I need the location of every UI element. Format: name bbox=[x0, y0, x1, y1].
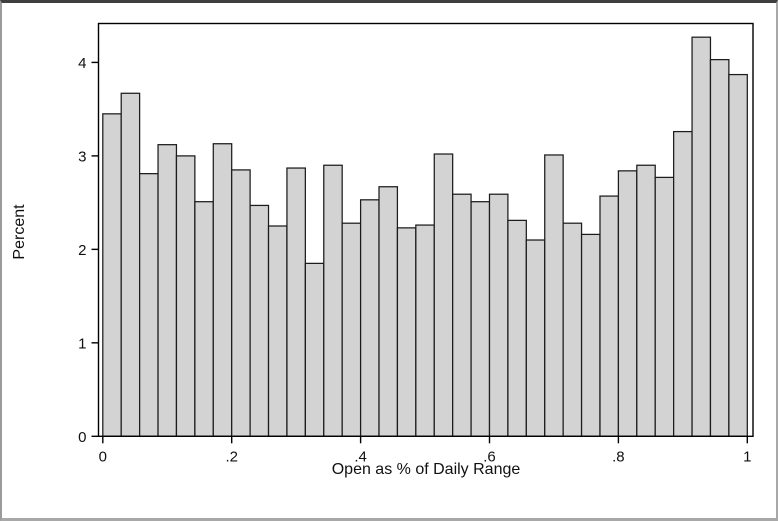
histogram-bar bbox=[433, 153, 454, 437]
x-axis-label: Open as % of Daily Range bbox=[331, 461, 521, 478]
histogram-bar bbox=[175, 155, 196, 437]
histogram-bar bbox=[525, 239, 546, 437]
y-tick-label: 2 bbox=[78, 242, 86, 259]
histogram-bar bbox=[359, 199, 380, 437]
histogram-bar bbox=[691, 36, 712, 437]
histogram-bar bbox=[415, 224, 435, 437]
histogram-bar bbox=[580, 233, 601, 437]
y-tick-label: 0 bbox=[78, 429, 86, 446]
histogram-bar bbox=[636, 164, 656, 437]
histogram-bar bbox=[562, 222, 583, 437]
x-tick-label: .6 bbox=[483, 448, 496, 465]
histogram-bar bbox=[286, 167, 306, 437]
histogram-bar bbox=[396, 227, 417, 437]
histogram-bar bbox=[617, 170, 638, 437]
y-tick-label: 1 bbox=[78, 335, 86, 352]
histogram-bar bbox=[157, 144, 178, 437]
histogram-bar bbox=[378, 186, 399, 437]
histogram-bar bbox=[212, 143, 233, 437]
histogram-bar bbox=[102, 113, 122, 437]
histogram-bar bbox=[323, 164, 343, 437]
y-axis-label: Percent bbox=[11, 204, 28, 260]
x-tick-label: .2 bbox=[225, 448, 238, 465]
histogram-bar bbox=[507, 219, 527, 437]
histogram-canvas: 0 1 2 3 4 0 .2 .4 .6 .8 1 bbox=[78, 22, 754, 465]
y-tick-label: 4 bbox=[78, 55, 86, 72]
x-tick-label: .8 bbox=[612, 448, 625, 465]
histogram-bar bbox=[139, 173, 159, 437]
histogram-bar bbox=[673, 130, 693, 437]
histogram-bar bbox=[488, 193, 509, 437]
histogram-bar bbox=[267, 225, 288, 437]
plot-frame bbox=[97, 22, 754, 437]
x-tick-label: 1 bbox=[743, 448, 751, 465]
histogram-bar bbox=[728, 73, 748, 437]
histogram-bar bbox=[709, 58, 730, 437]
y-tick-label: 3 bbox=[78, 148, 86, 165]
x-tick-label: .4 bbox=[354, 448, 367, 465]
histogram-bar bbox=[249, 204, 270, 437]
histogram-bar bbox=[120, 92, 141, 437]
x-tick-label: 0 bbox=[99, 448, 107, 465]
histogram-bar bbox=[452, 193, 472, 437]
histogram-bar bbox=[599, 195, 620, 437]
histogram-bar bbox=[231, 169, 251, 437]
histogram-bar bbox=[341, 222, 362, 437]
histogram-bar bbox=[470, 201, 491, 437]
histogram-bar bbox=[654, 176, 675, 437]
histogram-bar bbox=[544, 154, 564, 437]
histogram-bar bbox=[304, 262, 325, 437]
histogram-bar bbox=[194, 201, 214, 437]
